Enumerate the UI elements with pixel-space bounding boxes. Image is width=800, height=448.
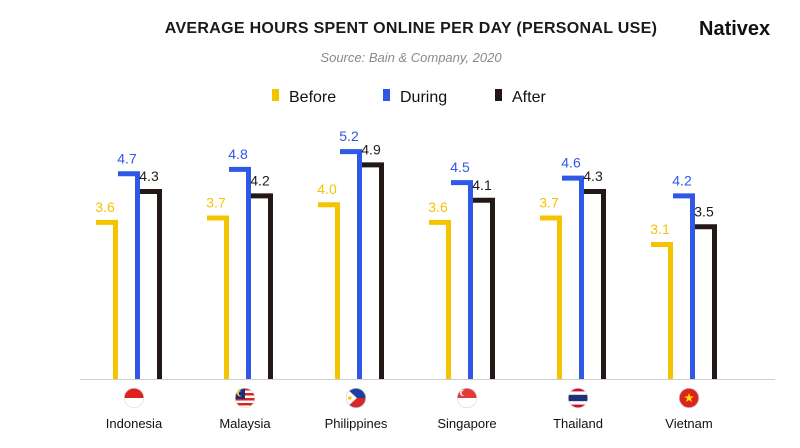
value-labels: 3.64.74.33.74.84.24.05.24.93.64.54.13.74… — [95, 128, 714, 237]
bar-after-philippines — [362, 162, 384, 379]
value-label-before-malaysia: 3.7 — [206, 194, 226, 210]
flags — [124, 387, 699, 408]
bar-before-indonesia — [96, 219, 118, 379]
value-label-after-singapore: 4.1 — [472, 177, 492, 193]
value-label-before-singapore: 3.6 — [428, 199, 448, 215]
legend-item-before: Before — [272, 89, 336, 106]
value-label-after-malaysia: 4.2 — [250, 172, 270, 188]
flag-philippines-icon — [346, 388, 366, 408]
bar-after-thailand — [584, 188, 606, 379]
value-label-during-vietnam: 4.2 — [672, 172, 692, 188]
bars — [96, 149, 717, 379]
flag-indonesia-icon — [124, 388, 144, 408]
value-label-after-vietnam: 3.5 — [694, 203, 714, 219]
value-label-before-philippines: 4.0 — [317, 181, 337, 197]
bar-during-indonesia — [118, 171, 140, 379]
legend-item-during: During — [383, 89, 447, 106]
bar-before-malaysia — [207, 215, 229, 379]
bar-during-vietnam — [673, 193, 695, 379]
legend-label-before: Before — [289, 89, 336, 106]
flag-malaysia-icon — [235, 388, 255, 408]
legend-label-during: During — [400, 89, 447, 106]
legend-swatch-during — [383, 89, 390, 101]
bar-before-singapore — [429, 219, 451, 379]
value-label-during-indonesia: 4.7 — [117, 150, 137, 166]
chart-title: AVERAGE HOURS SPENT ONLINE PER DAY (PERS… — [165, 20, 657, 37]
value-label-after-philippines: 4.9 — [361, 141, 381, 157]
bar-before-philippines — [318, 202, 340, 379]
bar-after-singapore — [473, 197, 495, 379]
legend-swatch-before — [272, 89, 279, 101]
legend-label-after: After — [512, 89, 546, 106]
bar-before-thailand — [540, 215, 562, 379]
flag-singapore-icon — [457, 388, 477, 408]
value-label-before-indonesia: 3.6 — [95, 199, 115, 215]
value-label-before-vietnam: 3.1 — [650, 221, 670, 237]
value-label-during-thailand: 4.6 — [561, 155, 581, 171]
category-label-indonesia: Indonesia — [106, 416, 163, 431]
bar-during-thailand — [562, 175, 584, 379]
value-label-during-malaysia: 4.8 — [228, 146, 248, 162]
value-label-after-indonesia: 4.3 — [139, 168, 159, 184]
legend: Before During After — [272, 89, 546, 106]
value-label-during-singapore: 4.5 — [450, 159, 470, 175]
category-label-thailand: Thailand — [553, 416, 603, 431]
bar-before-vietnam — [651, 241, 673, 379]
bar-during-singapore — [451, 180, 473, 379]
legend-swatch-after — [495, 89, 502, 101]
bar-during-philippines — [340, 149, 362, 379]
value-label-during-philippines: 5.2 — [339, 128, 359, 144]
bar-after-indonesia — [140, 188, 162, 379]
category-label-malaysia: Malaysia — [219, 416, 271, 431]
chart-subtitle: Source: Bain & Company, 2020 — [320, 50, 502, 65]
flag-thailand-icon — [568, 388, 588, 408]
bar-during-malaysia — [229, 166, 251, 379]
category-label-singapore: Singapore — [437, 416, 496, 431]
category-label-vietnam: Vietnam — [665, 416, 712, 431]
value-label-after-thailand: 4.3 — [583, 168, 603, 184]
bar-after-malaysia — [251, 193, 273, 379]
category-labels: Indonesia Malaysia Philippines Singapore Tha… — [106, 416, 713, 431]
brand-logo: Nativex — [699, 18, 770, 40]
category-label-philippines: Philippines — [325, 416, 388, 431]
flag-vietnam-icon — [679, 388, 699, 408]
value-label-before-thailand: 3.7 — [539, 194, 559, 210]
bar-after-vietnam — [695, 224, 717, 379]
legend-item-after: After — [495, 89, 546, 106]
